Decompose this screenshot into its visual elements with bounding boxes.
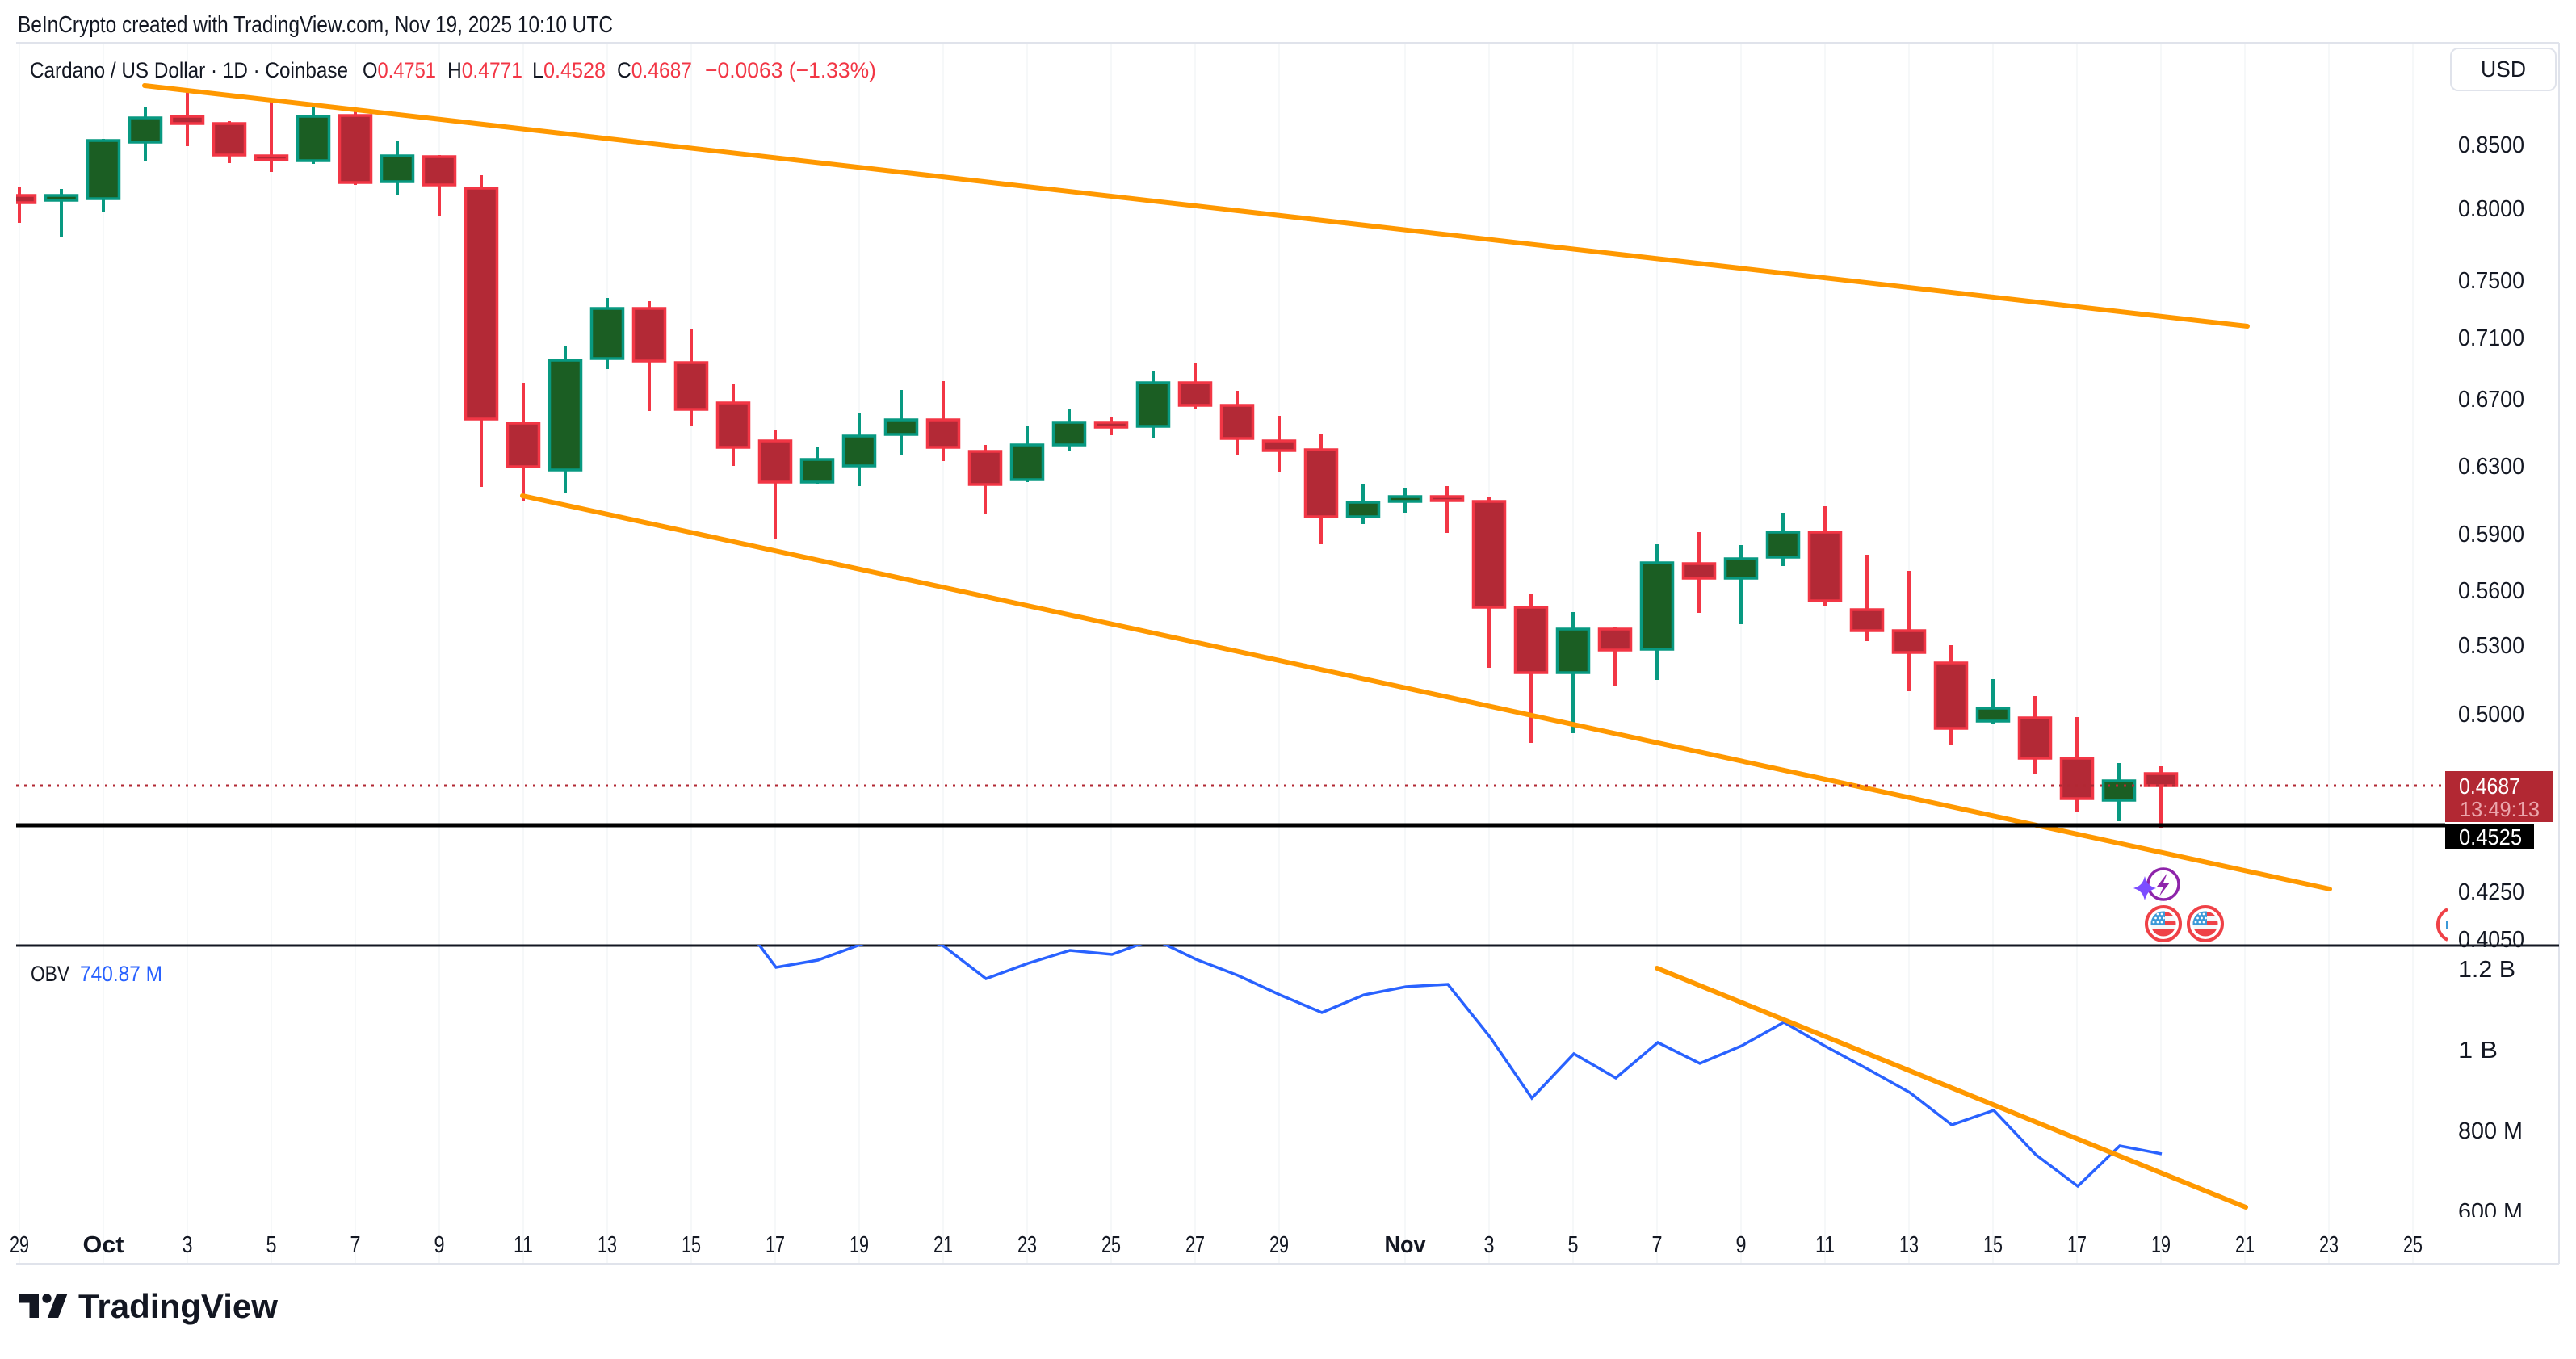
svg-text:0.8000: 0.8000 xyxy=(2458,196,2524,222)
svg-text:17: 17 xyxy=(766,1232,785,1258)
svg-text:9: 9 xyxy=(1736,1232,1747,1258)
svg-text:0.6700: 0.6700 xyxy=(2458,387,2524,413)
svg-text:L0.4528: L0.4528 xyxy=(532,58,606,82)
svg-text:740.87 M: 740.87 M xyxy=(80,962,162,986)
svg-text:1 B: 1 B xyxy=(2458,1038,2498,1063)
svg-text:7: 7 xyxy=(1652,1232,1663,1258)
svg-text:11: 11 xyxy=(514,1232,533,1258)
svg-text:0.4050: 0.4050 xyxy=(2458,927,2524,953)
svg-text:5: 5 xyxy=(1568,1232,1579,1258)
svg-text:1.2 B: 1.2 B xyxy=(2458,957,2515,983)
svg-text:C0.4687: C0.4687 xyxy=(617,58,692,82)
svg-text:Cardano / US Dollar · 1D · Coi: Cardano / US Dollar · 1D · Coinbase xyxy=(30,58,348,82)
svg-text:23: 23 xyxy=(1017,1232,1037,1258)
svg-text:21: 21 xyxy=(933,1232,953,1258)
svg-text:0.5900: 0.5900 xyxy=(2458,522,2524,547)
svg-text:OBV: OBV xyxy=(31,962,69,986)
svg-text:25: 25 xyxy=(1101,1232,1121,1258)
svg-text:Oct: Oct xyxy=(83,1232,124,1258)
svg-text:29: 29 xyxy=(10,1232,29,1258)
svg-text:Nov: Nov xyxy=(1385,1232,1426,1258)
svg-text:13: 13 xyxy=(1899,1232,1919,1258)
svg-text:5: 5 xyxy=(266,1232,277,1258)
svg-text:27: 27 xyxy=(1185,1232,1205,1258)
svg-text:19: 19 xyxy=(2151,1232,2171,1258)
svg-text:0.4525: 0.4525 xyxy=(2459,824,2522,849)
svg-text:13:49:13: 13:49:13 xyxy=(2460,797,2540,821)
svg-text:29: 29 xyxy=(1269,1232,1289,1258)
svg-text:0.8500: 0.8500 xyxy=(2458,132,2524,158)
svg-text:0.4250: 0.4250 xyxy=(2458,879,2524,905)
svg-text:3: 3 xyxy=(183,1232,193,1258)
svg-text:0.7100: 0.7100 xyxy=(2458,325,2524,351)
svg-text:BeInCrypto created with Tradin: BeInCrypto created with TradingView.com,… xyxy=(18,12,613,38)
svg-text:800 M: 800 M xyxy=(2458,1118,2523,1144)
svg-text:25: 25 xyxy=(2403,1232,2423,1258)
svg-text:17: 17 xyxy=(2067,1232,2087,1258)
svg-text:0.4687: 0.4687 xyxy=(2459,774,2520,799)
svg-text:15: 15 xyxy=(1983,1232,2003,1258)
svg-text:0.5000: 0.5000 xyxy=(2458,702,2524,728)
svg-text:23: 23 xyxy=(2319,1232,2339,1258)
svg-text:21: 21 xyxy=(2235,1232,2255,1258)
svg-text:USD: USD xyxy=(2481,57,2526,82)
svg-text:0.7500: 0.7500 xyxy=(2458,268,2524,294)
svg-text:H0.4771: H0.4771 xyxy=(447,58,522,82)
svg-text:−0.0063 (−1.33%): −0.0063 (−1.33%) xyxy=(705,58,876,82)
svg-text:0.5600: 0.5600 xyxy=(2458,578,2524,604)
svg-text:600 M: 600 M xyxy=(2458,1199,2523,1225)
svg-text:0.6300: 0.6300 xyxy=(2458,454,2524,480)
svg-text:7: 7 xyxy=(350,1232,361,1258)
svg-text:13: 13 xyxy=(598,1232,617,1258)
svg-text:11: 11 xyxy=(1815,1232,1835,1258)
svg-text:3: 3 xyxy=(1484,1232,1495,1258)
svg-text:9: 9 xyxy=(434,1232,445,1258)
svg-text:O0.4751: O0.4751 xyxy=(363,58,436,82)
svg-text:19: 19 xyxy=(850,1232,869,1258)
svg-text:0.5300: 0.5300 xyxy=(2458,633,2524,659)
svg-text:15: 15 xyxy=(682,1232,701,1258)
svg-text:TradingView: TradingView xyxy=(78,1287,278,1325)
